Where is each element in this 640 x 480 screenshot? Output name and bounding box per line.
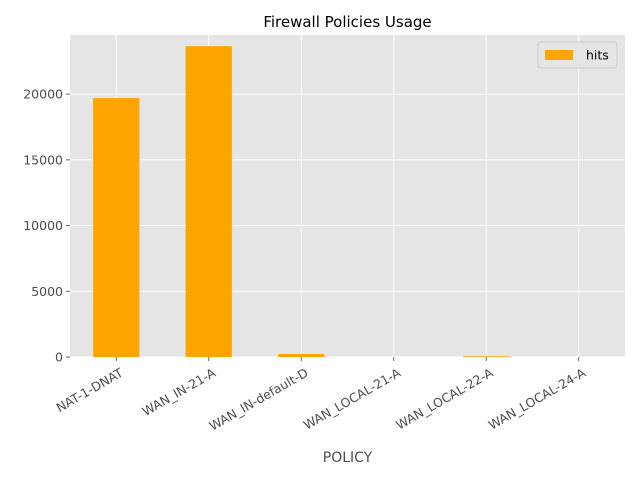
plot-background: [70, 35, 625, 357]
bar: [463, 356, 510, 357]
x-tick-label: WAN_LOCAL-21-A: [301, 365, 404, 433]
x-axis-label: POLICY: [323, 450, 373, 466]
chart-title: Firewall Policies Usage: [263, 13, 431, 31]
x-tick-label: WAN_IN-default-D: [206, 365, 310, 434]
x-tick-label: WAN_IN-21-A: [139, 365, 218, 419]
x-tick-label: WAN_LOCAL-22-A: [393, 365, 496, 433]
x-axis-ticks: NAT-1-DNAT WAN_IN-21-AWAN_IN-default-DWAN…: [53, 357, 588, 434]
y-tick-label: 10000: [23, 218, 63, 233]
legend: hits: [537, 41, 618, 69]
y-tick-label: 5000: [31, 284, 63, 299]
legend-box: [537, 41, 618, 69]
y-axis-ticks: 0 5000 10000 15000 20000: [23, 87, 70, 365]
y-tick-label: 0: [55, 350, 63, 365]
y-tick-label: 20000: [23, 87, 63, 102]
bars: [93, 46, 510, 358]
y-gridlines: [70, 93, 625, 358]
bar: [93, 98, 140, 357]
legend-swatch-hits: [545, 50, 573, 60]
y-tick-label: 15000: [23, 152, 63, 167]
x-tick-label: NAT-1-DNAT: [53, 365, 125, 415]
x-tick-label: WAN_LOCAL-24-A: [486, 365, 589, 433]
bar: [278, 353, 325, 357]
bar: [185, 46, 232, 358]
legend-label-hits: hits: [586, 48, 609, 63]
